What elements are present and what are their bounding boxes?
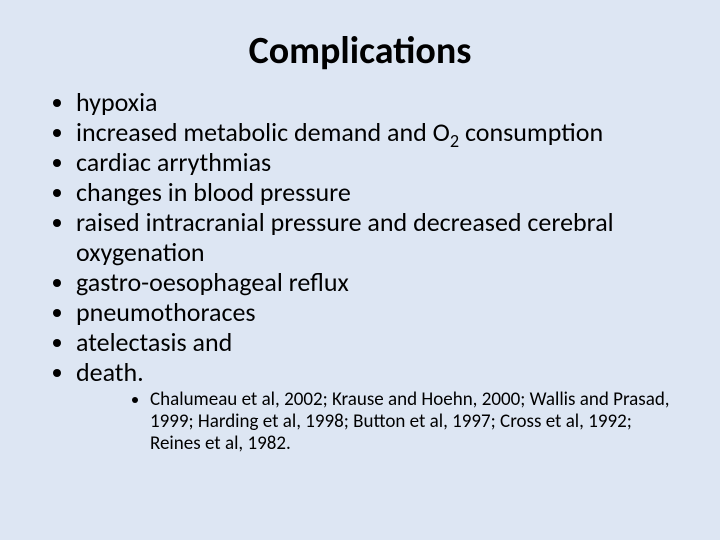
list-item: atelectasis and (76, 328, 690, 358)
list-item-text: hypoxia (76, 86, 158, 118)
list-item: increased metabolic demand and O2 consum… (76, 118, 690, 148)
subscript-2: 2 (450, 130, 459, 152)
list-item-text-suffix: consumption (459, 116, 603, 148)
list-item: raised intracranial pressure and decreas… (76, 208, 690, 267)
list-item-text: raised intracranial pressure and decreas… (76, 206, 614, 267)
list-item: changes in blood pressure (76, 178, 690, 208)
list-item: cardiac arrythmias (76, 148, 690, 178)
list-item-text: changes in blood pressure (76, 176, 351, 208)
list-item-text: atelectasis and (76, 326, 232, 358)
list-item-text: pneumothoraces (76, 296, 256, 328)
list-item-text: gastro-oesophageal reflux (76, 266, 349, 298)
list-item-text: cardiac arrythmias (76, 146, 271, 178)
reference-text: Chalumeau et al, 2002; Krause and Hoehn,… (150, 388, 670, 455)
reference-list: Chalumeau et al, 2002; Krause and Hoehn,… (124, 389, 690, 455)
list-item-text: death. (76, 356, 144, 388)
slide: Complications hypoxia increased metaboli… (0, 0, 720, 540)
list-item: pneumothoraces (76, 298, 690, 328)
reference-item: Chalumeau et al, 2002; Krause and Hoehn,… (150, 389, 690, 455)
list-item-text: increased metabolic demand and O (76, 116, 450, 148)
slide-title: Complications (30, 28, 690, 74)
list-item: gastro-oesophageal reflux (76, 268, 690, 298)
bullet-list: hypoxia increased metabolic demand and O… (48, 88, 690, 456)
list-item: death. Chalumeau et al, 2002; Krause and… (76, 358, 690, 456)
list-item: hypoxia (76, 88, 690, 118)
